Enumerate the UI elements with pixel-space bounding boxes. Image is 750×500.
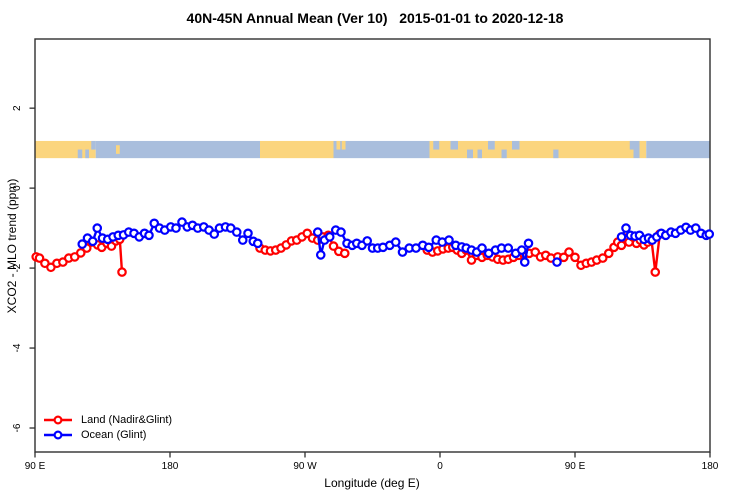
map-band-speck-ocean: [77, 149, 83, 159]
x-tick-label: 180: [162, 461, 179, 472]
x-tick-label: 90 E: [565, 461, 586, 472]
data-point: [231, 227, 242, 237]
data-point: [339, 248, 350, 259]
data-point: [209, 229, 220, 239]
data-point: [92, 223, 103, 233]
map-band-segment-ocean: [95, 140, 260, 159]
data-point: [397, 247, 408, 257]
y-tick-label: 0: [12, 185, 23, 191]
data-point: [171, 223, 181, 233]
map-band-segment-ocean: [333, 140, 430, 159]
x-tick-label: 90 W: [293, 461, 317, 472]
map-band-speck-ocean: [553, 149, 559, 159]
data-point: [237, 235, 248, 245]
map-band-segment-land: [260, 140, 334, 159]
map-band-segment-ocean: [646, 140, 710, 159]
data-point: [570, 252, 580, 263]
data-point: [603, 248, 614, 259]
data-point: [519, 257, 530, 267]
map-band-speck-ocean: [512, 140, 520, 150]
map-band-speck-land: [116, 145, 120, 154]
data-point: [315, 250, 326, 260]
map-band-speck-land: [341, 140, 346, 150]
data-point: [552, 257, 562, 267]
x-tick-label: 90 E: [25, 461, 46, 472]
data-point: [616, 232, 627, 242]
data-point: [144, 230, 154, 241]
ocean-series-marker-icon: [44, 430, 72, 440]
x-tick-label: 180: [702, 461, 719, 472]
data-point: [77, 239, 88, 249]
y-tick-label: -6: [12, 423, 23, 432]
map-band-speck-ocean: [85, 149, 89, 159]
map-band-speck-ocean: [501, 149, 507, 159]
chart-title: 40N-45N Annual Mean (Ver 10) 2015-01-01 …: [186, 10, 564, 26]
y-tick-label: -2: [12, 263, 23, 272]
data-point: [564, 247, 574, 257]
map-band-speck-land: [336, 140, 341, 150]
data-point: [34, 253, 45, 263]
data-point: [597, 253, 608, 263]
legend-item-land-label: Land (Nadir&Glint): [81, 414, 173, 426]
x-axis-label: Longitude (deg E): [324, 476, 420, 490]
data-point: [336, 227, 346, 237]
data-point: [477, 243, 487, 253]
map-band-speck-ocean: [91, 140, 96, 150]
data-point: [117, 267, 127, 277]
plot-box: [34, 38, 711, 453]
legend-item-ocean: Ocean (Glint): [44, 428, 172, 442]
map-band-segment-ocean: [633, 140, 640, 159]
map-band-speck-ocean: [467, 149, 473, 159]
data-point: [75, 248, 86, 258]
data-point: [650, 267, 661, 277]
map-band-segment-land: [639, 140, 647, 159]
map-band-speck-ocean: [629, 140, 634, 150]
legend-item-land: Land (Nadir&Glint): [44, 413, 172, 427]
data-point: [503, 243, 514, 253]
data-point: [243, 228, 253, 239]
data-point: [252, 238, 263, 249]
data-point: [87, 236, 98, 247]
data-point: [516, 245, 527, 255]
y-tick-label: -4: [12, 343, 23, 352]
map-band-speck-ocean: [488, 140, 495, 150]
land-series-marker-icon: [44, 415, 72, 425]
data-point: [444, 235, 454, 245]
legend: Land (Nadir&Glint) Ocean (Glint): [44, 413, 172, 442]
data-point: [621, 223, 631, 233]
data-point: [362, 236, 373, 246]
map-band-segment-land: [429, 140, 634, 159]
x-tick-label: 0: [437, 461, 443, 472]
map-band-speck-ocean: [450, 140, 458, 150]
legend-item-ocean-label: Ocean (Glint): [81, 429, 147, 441]
data-point: [390, 237, 401, 247]
data-point: [704, 229, 715, 239]
map-band-speck-ocean: [433, 140, 440, 150]
data-point: [324, 232, 335, 242]
data-point: [523, 238, 534, 249]
data-point: [312, 227, 323, 237]
data-point: [423, 242, 434, 253]
y-tick-label: 2: [12, 105, 23, 111]
map-band-speck-ocean: [477, 149, 482, 159]
